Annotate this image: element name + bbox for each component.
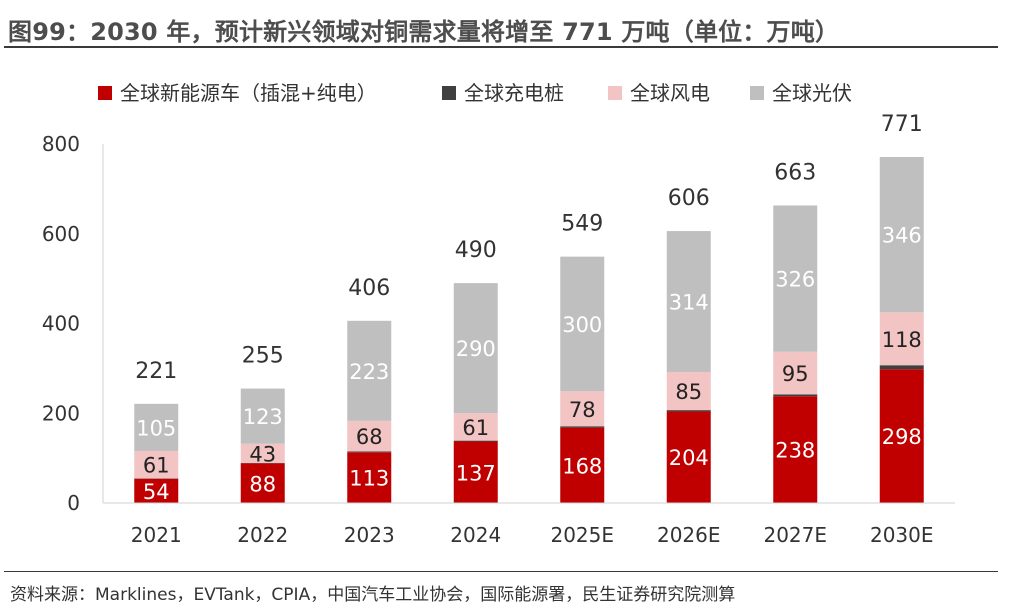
x-tick-label: 2025E <box>550 523 614 547</box>
bar-segment <box>347 452 392 503</box>
data-label: 54 <box>143 480 170 504</box>
data-label: 168 <box>562 454 602 478</box>
stacked-bar-chart: 全球新能源车（插混+纯电） 全球充电桩 全球风电 全球光伏 0 200 400 600 800… <box>42 81 955 547</box>
bar-segment <box>560 427 605 503</box>
bar-segment <box>773 351 818 395</box>
x-tick-label: 2022 <box>237 523 288 547</box>
bar-segment <box>240 388 285 444</box>
data-label: 326 <box>775 268 815 292</box>
total-label: 255 <box>242 344 284 369</box>
data-label: 43 <box>249 442 276 466</box>
x-tick-label: 2030E <box>870 523 934 547</box>
bar-segment <box>240 443 285 464</box>
data-label: 314 <box>669 291 709 315</box>
data-label: 95 <box>782 362 809 386</box>
chart-title: 图99：2030 年，预计新兴领域对铜需求量将增至 771 万吨（单位：万吨） <box>8 18 840 46</box>
x-tick-label: 2027E <box>763 523 827 547</box>
bar-segment <box>453 440 498 442</box>
y-tick-label: 400 <box>42 312 80 336</box>
footer-divider <box>4 571 998 572</box>
y-axis: 0 200 400 600 800 <box>42 132 104 515</box>
data-label: 61 <box>462 416 489 440</box>
bar-segment <box>134 450 179 479</box>
legend-label: 全球充电桩 <box>464 81 564 105</box>
total-label: 549 <box>561 212 603 237</box>
y-tick-label: 600 <box>42 222 80 246</box>
data-label: 88 <box>249 472 276 496</box>
data-label: 68 <box>356 425 383 449</box>
total-label: 490 <box>455 238 497 263</box>
data-label: 346 <box>882 224 922 248</box>
data-label: 238 <box>775 439 815 463</box>
bar-segment <box>453 283 498 414</box>
bar-segment <box>879 312 924 366</box>
bar-segment <box>666 231 711 372</box>
x-tick-label: 2023 <box>344 523 395 547</box>
bar-segment <box>240 463 285 503</box>
data-label: 105 <box>136 416 176 440</box>
bar-segment <box>773 205 818 352</box>
bar-segment <box>453 441 498 503</box>
legend-swatch <box>750 86 764 100</box>
bar-segment <box>560 426 605 428</box>
bar-segment <box>773 396 818 503</box>
bar-segment <box>347 420 392 452</box>
bar-segment <box>560 256 605 392</box>
bar-segment <box>453 413 498 441</box>
legend-swatch <box>608 86 622 100</box>
title-divider <box>4 46 998 48</box>
chart-legend: 全球新能源车（插混+纯电） 全球充电桩 全球风电 全球光伏 <box>98 81 852 105</box>
legend-label: 全球新能源车（插混+纯电） <box>120 81 377 105</box>
bar-segment <box>560 391 605 427</box>
data-label: 137 <box>456 461 496 485</box>
bar-segment <box>879 369 924 503</box>
total-label: 221 <box>135 359 177 384</box>
x-tick-label: 2024 <box>450 523 501 547</box>
bar-segment <box>666 371 711 411</box>
legend-label: 全球风电 <box>630 81 710 105</box>
bar-segment <box>134 478 179 503</box>
data-label: 300 <box>562 313 602 337</box>
bar-segment <box>666 411 711 503</box>
legend-label: 全球光伏 <box>772 81 852 105</box>
x-tick-label: 2026E <box>657 523 721 547</box>
bar-segment <box>347 320 392 421</box>
x-tick-label: 2021 <box>131 523 182 547</box>
data-label: 85 <box>675 380 702 404</box>
bar-series: 5461105221884312325511368223406137612904… <box>134 112 924 504</box>
data-label: 290 <box>456 337 496 361</box>
y-tick-label: 800 <box>42 132 80 156</box>
data-label: 204 <box>669 446 709 470</box>
data-label: 123 <box>243 405 283 429</box>
data-label: 113 <box>349 467 389 491</box>
source-note: 资料来源：Marklines，EVTank，CPIA，中国汽车工业协会，国际能源… <box>10 585 736 605</box>
data-label: 223 <box>349 360 389 384</box>
x-axis: 2021 2022 2023 2024 2025E 2026E 2027E 2030E <box>103 502 955 547</box>
bar-segment <box>773 394 818 397</box>
bar-segment <box>879 365 924 370</box>
data-label: 61 <box>143 454 170 478</box>
total-label: 663 <box>774 160 816 185</box>
total-label: 406 <box>348 276 390 301</box>
legend-swatch <box>442 86 456 100</box>
total-label: 606 <box>668 186 710 211</box>
y-tick-label: 200 <box>42 401 80 425</box>
y-tick-label: 0 <box>67 491 80 515</box>
data-label: 298 <box>882 425 922 449</box>
data-label: 118 <box>882 328 922 352</box>
bar-segment <box>134 403 179 451</box>
total-label: 771 <box>881 112 923 137</box>
bar-segment <box>879 157 924 313</box>
bar-segment <box>347 451 392 453</box>
bar-segment <box>666 410 711 412</box>
legend-swatch <box>98 86 112 100</box>
data-label: 78 <box>569 398 596 422</box>
